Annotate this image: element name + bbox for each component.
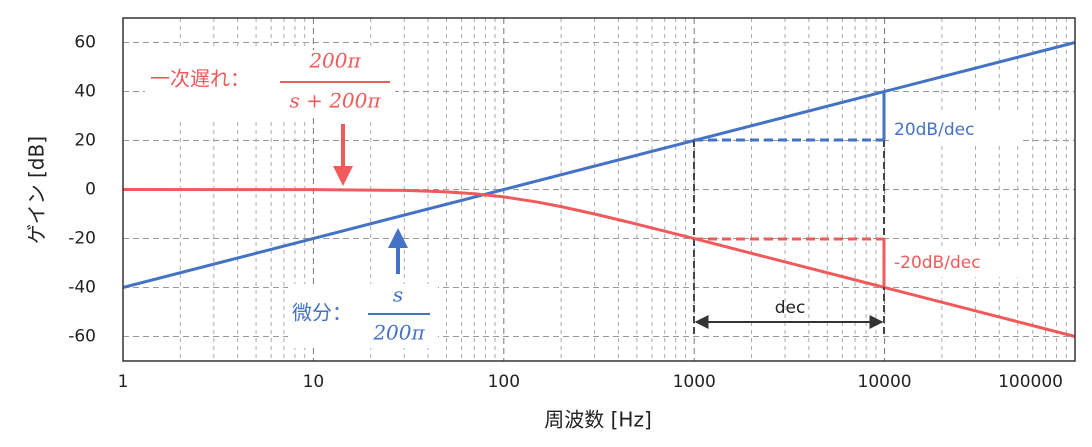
plot-frame (122, 17, 1076, 362)
x-tick-label: 10 (303, 372, 325, 392)
label-bg (889, 114, 1019, 144)
label-bg (889, 247, 1029, 277)
fraction-num: 200π (308, 49, 361, 73)
y-tick-label: -40 (68, 278, 96, 298)
label-bg (288, 284, 438, 348)
x-tick-label: 100000 (998, 372, 1063, 392)
arrow-head (333, 166, 353, 186)
y-tick-label: 20 (74, 131, 96, 151)
x-tick-label: 1000 (673, 372, 716, 392)
annotations: dec 20dB/dec -20dB/dec 一次遅れ： 200π s + 20… (145, 49, 1029, 348)
fraction-num: s (393, 283, 403, 307)
series-line (122, 41, 1076, 289)
x-axis-title: 周波数 [Hz] (544, 408, 652, 432)
arrow-head (388, 228, 408, 248)
label-bg (145, 50, 395, 118)
y-tick-label: 0 (85, 180, 96, 200)
slope-label: -20dB/dec (894, 253, 981, 273)
y-tick-label: 60 (74, 33, 96, 53)
fraction-den: 200π (372, 321, 425, 345)
y-tick-label: -60 (68, 327, 96, 347)
y-tick-label: 40 (74, 82, 96, 102)
slope-label: 20dB/dec (894, 120, 974, 140)
y-axis-title: ゲイン [dB] (25, 136, 49, 244)
diff-label: 微分： (292, 301, 352, 325)
y-tick-label: -20 (68, 229, 96, 249)
x-tick-label: 1 (118, 372, 129, 392)
decade-label: dec (775, 298, 806, 318)
lag-label: 一次遅れ： (150, 67, 250, 91)
x-tick-label: 100 (488, 372, 520, 392)
x-tick-label: 10000 (858, 372, 912, 392)
fraction-den: s + 200π (289, 89, 381, 113)
